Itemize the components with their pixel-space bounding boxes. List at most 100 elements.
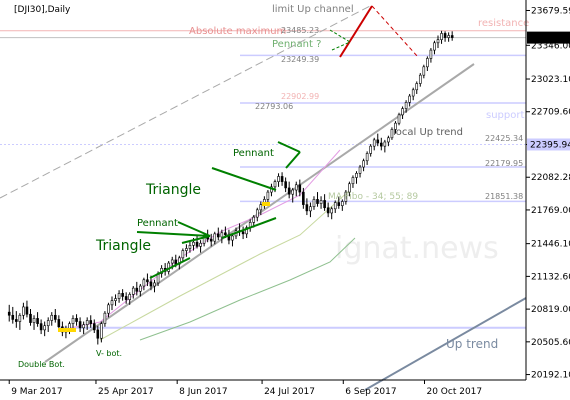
candle-body xyxy=(216,233,220,238)
pennant-1-lower xyxy=(181,235,211,244)
pennant-1-upper xyxy=(177,221,211,237)
support-label: support xyxy=(486,110,524,121)
pennant-3-upper xyxy=(329,29,351,43)
price-tick-label: 21769.00 xyxy=(531,206,570,216)
candle-body xyxy=(305,204,309,212)
absolute-maximum-label: Absolute maximum xyxy=(189,26,286,37)
price-tick-label: 20505.60 xyxy=(531,338,570,348)
candle-body xyxy=(287,187,291,195)
triangle-1-label: Triangle xyxy=(95,238,151,254)
candle-body xyxy=(153,282,156,287)
candle-body xyxy=(96,329,100,339)
candle-body xyxy=(131,287,135,295)
candle-body xyxy=(255,209,259,218)
price-tick-label: 21132.60 xyxy=(531,272,570,282)
up-trend-line xyxy=(364,297,527,391)
candle-body xyxy=(100,323,103,339)
candle-body xyxy=(121,293,124,297)
time-tick-label: 9 Mar 2017 xyxy=(11,387,62,397)
candle-body xyxy=(302,191,305,205)
triangle-2-label: Triangle xyxy=(145,182,201,198)
candle-body xyxy=(220,232,224,238)
candle-body xyxy=(89,320,93,324)
watermark: ignat.news xyxy=(335,231,499,266)
candle-body xyxy=(418,74,422,84)
candle-body xyxy=(117,293,121,299)
pennant-2-lower xyxy=(285,151,301,169)
limit-up-channel-line xyxy=(0,5,371,199)
candle-body xyxy=(362,160,365,168)
candle-body xyxy=(174,259,178,265)
candle-body xyxy=(383,141,387,147)
candle-body xyxy=(365,153,369,162)
double-bottom-label: Double Bot. xyxy=(18,360,65,369)
candle-body xyxy=(252,216,256,223)
candle-body xyxy=(85,320,89,325)
pennant-3-label: Pennant ? xyxy=(272,39,321,50)
candle-body xyxy=(75,318,78,322)
candle-body xyxy=(277,176,280,182)
ma-55-line xyxy=(99,189,351,341)
candle-body xyxy=(380,142,383,147)
time-tick-label: 20 Oct 2017 xyxy=(426,387,482,397)
price-tick-label: 22709.60 xyxy=(531,108,570,118)
price-tick-label: 20819.00 xyxy=(531,305,570,315)
candle-body xyxy=(266,191,270,200)
candle-body xyxy=(436,39,440,44)
level-23249-value: 23249.39 xyxy=(281,55,319,64)
candle-body xyxy=(326,207,330,214)
candle-body xyxy=(337,202,341,206)
candle-body xyxy=(231,235,234,241)
candle-body xyxy=(372,139,376,147)
candle-body xyxy=(110,300,114,306)
candle-body xyxy=(429,49,433,59)
candle-body xyxy=(387,137,390,143)
candle-body xyxy=(422,66,426,76)
candle-body xyxy=(358,166,362,174)
candle-body xyxy=(82,324,85,329)
ma-89-line xyxy=(139,237,356,341)
candle-body xyxy=(241,231,245,235)
candle-body xyxy=(195,241,199,247)
candle-body xyxy=(209,238,213,242)
candle-body xyxy=(43,325,46,331)
level-21851-value: 21851.38 xyxy=(485,192,523,201)
candle-body xyxy=(273,181,277,188)
candle-body xyxy=(146,279,149,283)
candle-body xyxy=(11,314,15,320)
candle-body xyxy=(107,304,110,314)
candle-body xyxy=(397,114,401,124)
candle-body xyxy=(53,314,57,320)
candle-body xyxy=(319,200,323,204)
level-22902-value: 22902.99 xyxy=(281,92,319,101)
time-tick-label: 8 Jun 2017 xyxy=(179,387,227,397)
candle-body xyxy=(22,306,25,316)
candle-body xyxy=(280,176,284,182)
candle-body xyxy=(426,58,429,68)
v-bottom-label: V- bot. xyxy=(96,349,122,358)
candle-body xyxy=(32,318,36,323)
candle-body xyxy=(294,184,298,191)
candle-body xyxy=(92,323,96,331)
candle-body xyxy=(7,311,11,316)
candle-body xyxy=(408,95,411,103)
candle-body xyxy=(411,89,415,97)
candle-body xyxy=(50,314,54,321)
level-22425-value: 22425.34 xyxy=(485,134,523,143)
candle-body xyxy=(394,122,397,130)
support-zone-badge xyxy=(527,138,570,151)
candle-body xyxy=(433,42,436,51)
level-22793-value: 22793.06 xyxy=(255,102,293,111)
current-price-value: 23419.67 xyxy=(530,34,570,44)
candle-body xyxy=(376,139,380,144)
price-tick-label: 23679.59 xyxy=(531,6,570,16)
candle-body xyxy=(181,250,185,259)
local-up-trend-label: local Up trend xyxy=(393,127,463,138)
triangle-1-lower xyxy=(149,257,191,279)
resistance-label: resistance xyxy=(478,18,529,29)
candle-body xyxy=(291,189,295,195)
candle-body xyxy=(351,177,355,185)
candle-body xyxy=(188,245,192,249)
candle-body xyxy=(185,248,188,251)
